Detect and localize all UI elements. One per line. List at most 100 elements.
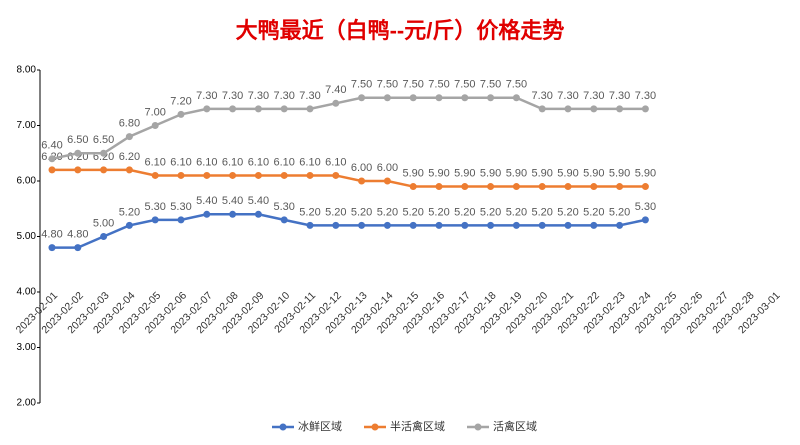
y-tick-label: 5.00 (17, 231, 37, 242)
data-point (461, 221, 469, 229)
data-point (229, 210, 237, 218)
data-point (74, 244, 82, 252)
data-label: 7.30 (557, 90, 578, 102)
data-label: 7.30 (583, 90, 604, 102)
data-label: 5.90 (609, 167, 630, 179)
data-label: 5.20 (454, 206, 475, 218)
data-label: 6.80 (119, 118, 140, 130)
data-point (590, 221, 598, 229)
data-point (280, 105, 288, 113)
data-point (409, 183, 417, 191)
data-point (203, 171, 211, 179)
legend-label: 半活禽区域 (390, 419, 445, 433)
data-point (125, 166, 133, 174)
data-label: 7.30 (196, 90, 217, 102)
y-tick-label: 7.00 (17, 120, 37, 131)
data-point (203, 210, 211, 218)
data-label: 7.30 (635, 90, 656, 102)
data-label: 5.20 (299, 206, 320, 218)
data-point (564, 105, 572, 113)
legend-marker (474, 423, 482, 431)
data-label: 4.80 (67, 229, 88, 241)
data-label: 6.40 (41, 140, 62, 152)
data-label: 6.50 (67, 134, 88, 146)
data-label: 5.40 (222, 195, 243, 207)
data-point (229, 105, 237, 113)
data-point (254, 105, 262, 113)
data-label: 7.00 (144, 106, 165, 118)
data-label: 5.90 (402, 167, 423, 179)
data-label: 5.00 (93, 217, 114, 229)
data-point (332, 221, 340, 229)
data-point (203, 105, 211, 113)
data-label: 5.30 (273, 201, 294, 213)
data-point (383, 177, 391, 185)
data-point (435, 183, 443, 191)
data-point (409, 94, 417, 102)
data-point (616, 105, 624, 113)
series-line (51, 96, 646, 161)
data-label: 5.20 (428, 206, 449, 218)
data-label: 6.10 (170, 156, 191, 168)
series-line (52, 213, 646, 249)
data-point (461, 94, 469, 102)
data-point (151, 216, 159, 224)
data-label: 7.30 (531, 90, 552, 102)
data-point (538, 183, 546, 191)
data-point (641, 105, 649, 113)
data-point (151, 122, 159, 129)
data-label: 5.20 (557, 206, 578, 218)
y-tick-label: 2.00 (17, 398, 37, 409)
data-point (306, 171, 314, 179)
data-point (74, 149, 82, 157)
data-point (487, 183, 495, 191)
data-label: 6.10 (248, 156, 269, 168)
data-point (280, 216, 288, 224)
data-point (564, 183, 572, 191)
data-label: 5.30 (635, 201, 656, 213)
data-point (125, 221, 133, 229)
legend-marker (279, 423, 287, 431)
data-label: 6.10 (196, 156, 217, 168)
data-label: 5.20 (583, 206, 604, 218)
data-label: 5.90 (531, 167, 552, 179)
data-label: 5.20 (506, 206, 527, 218)
data-label: 7.30 (299, 90, 320, 102)
data-point (641, 183, 649, 191)
data-point (512, 183, 520, 191)
data-label: 7.50 (480, 79, 501, 91)
data-label: 5.40 (196, 195, 217, 207)
data-point (590, 183, 598, 191)
data-point (48, 155, 56, 163)
data-point (616, 221, 624, 229)
data-label: 7.30 (222, 90, 243, 102)
data-point (564, 221, 572, 229)
data-label: 7.30 (273, 90, 294, 102)
data-point (332, 171, 340, 179)
data-point (512, 221, 520, 229)
chart-title: 大鸭最近（白鸭--元/斤）价格走势 (236, 18, 565, 43)
data-label: 7.50 (377, 79, 398, 91)
data-label: 4.80 (41, 229, 62, 241)
data-label: 6.50 (93, 134, 114, 146)
data-label: 7.50 (351, 79, 372, 91)
data-point (254, 210, 262, 218)
data-label: 5.90 (480, 167, 501, 179)
y-tick-label: 6.00 (17, 176, 37, 187)
data-point (254, 171, 262, 179)
y-tick-label: 8.00 (17, 65, 37, 76)
data-point (487, 94, 495, 102)
data-label: 5.20 (351, 206, 372, 218)
data-point (435, 221, 443, 229)
data-point (229, 171, 237, 179)
data-point (151, 171, 159, 179)
data-label: 7.50 (506, 79, 527, 91)
legend-label: 活禽区域 (493, 419, 537, 433)
data-label: 5.20 (480, 206, 501, 218)
data-label: 5.20 (402, 206, 423, 218)
data-label: 5.90 (454, 167, 475, 179)
data-label: 5.90 (506, 167, 527, 179)
data-point (358, 221, 366, 229)
data-point (48, 166, 56, 174)
data-label: 6.20 (119, 151, 140, 163)
